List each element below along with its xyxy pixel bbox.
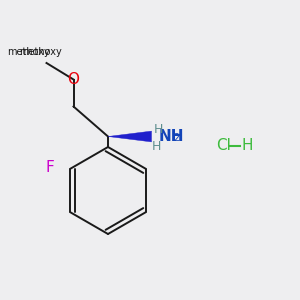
Text: NH: NH <box>159 129 184 144</box>
Text: F: F <box>45 160 54 175</box>
Text: H: H <box>152 140 161 154</box>
Polygon shape <box>108 131 152 142</box>
Text: Cl: Cl <box>216 138 231 153</box>
Text: methoxy: methoxy <box>19 47 62 58</box>
Text: 2: 2 <box>173 133 179 143</box>
Text: H: H <box>242 138 253 153</box>
Text: methoxy: methoxy <box>7 47 50 57</box>
Text: O: O <box>68 72 80 87</box>
Text: H: H <box>154 123 163 136</box>
